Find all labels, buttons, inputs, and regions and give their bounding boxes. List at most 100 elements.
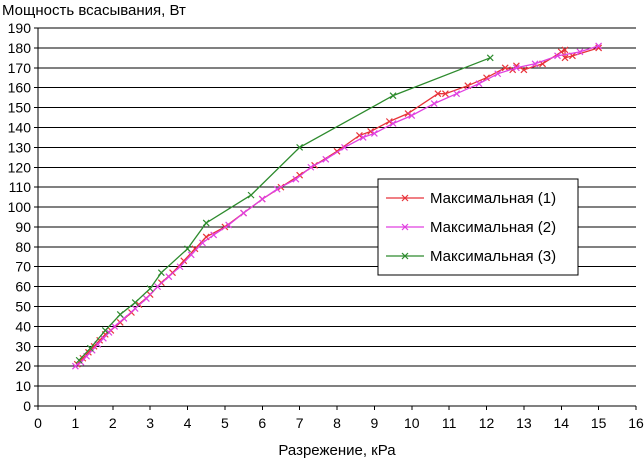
marker-stroke	[258, 195, 266, 203]
y-tick-label: 50	[15, 299, 31, 315]
data-point	[595, 42, 603, 50]
y-tick-label: 130	[8, 139, 32, 155]
x-tick-label: 9	[370, 415, 378, 431]
data-point	[176, 263, 184, 271]
data-point	[247, 191, 255, 199]
marker-stroke	[554, 52, 561, 60]
marker-stroke	[75, 356, 83, 364]
marker-stroke	[561, 46, 569, 54]
marker-stroke	[157, 269, 165, 277]
marker-stroke	[292, 175, 300, 183]
marker-stroke	[85, 348, 92, 356]
marker-stroke	[90, 342, 98, 350]
x-tick-label: 5	[221, 415, 229, 431]
y-tick-label: 120	[8, 159, 32, 175]
marker-stroke	[531, 60, 539, 68]
marker-stroke	[191, 245, 199, 253]
y-tick-label: 80	[15, 239, 31, 255]
data-point	[131, 299, 139, 306]
data-point	[116, 311, 124, 318]
marker-stroke	[86, 344, 94, 352]
data-point	[520, 66, 528, 74]
marker-stroke	[501, 64, 509, 72]
marker-stroke	[180, 257, 188, 265]
data-point	[146, 285, 154, 293]
marker-stroke	[105, 328, 113, 336]
marker-stroke	[486, 54, 494, 62]
data-point	[356, 132, 363, 139]
marker-stroke	[370, 130, 378, 137]
marker-stroke	[359, 133, 367, 141]
y-tick-label: 170	[8, 60, 32, 76]
marker-stroke	[273, 185, 281, 193]
y-tick-label: 160	[8, 80, 32, 96]
marker-stroke	[199, 239, 206, 247]
data-point	[131, 305, 139, 312]
data-point	[180, 257, 188, 265]
marker-stroke	[401, 223, 409, 231]
marker-stroke	[99, 334, 107, 342]
data-point	[389, 120, 397, 127]
y-tick-label: 140	[8, 119, 32, 135]
data-point	[184, 245, 191, 253]
marker-stroke	[441, 90, 449, 98]
marker-stroke	[430, 100, 438, 108]
data-point	[99, 334, 107, 342]
marker-stroke	[165, 273, 173, 281]
data-point	[441, 90, 449, 98]
y-tick-label: 0	[23, 398, 31, 414]
marker-stroke	[401, 252, 409, 260]
marker-stroke	[385, 118, 393, 125]
marker-stroke	[184, 245, 191, 253]
data-point	[307, 163, 315, 171]
data-point	[292, 175, 300, 183]
data-point	[240, 209, 247, 217]
data-point	[111, 322, 119, 330]
marker-stroke	[408, 112, 416, 119]
y-tick-label: 110	[9, 179, 32, 195]
x-tick-label: 2	[109, 415, 117, 431]
marker-stroke	[154, 283, 162, 291]
x-tick-label: 14	[553, 415, 569, 431]
y-axis-title: Мощность всасывания, Вт	[2, 2, 186, 19]
data-point	[187, 251, 195, 259]
y-tick-labels: 0 10 20 30 40 50 60 70 80 90 100 110 120 130 140 150 160…	[8, 20, 32, 414]
marker-stroke	[475, 80, 483, 88]
marker-stroke	[247, 191, 255, 199]
x-tick-label: 13	[516, 415, 532, 431]
marker-stroke	[464, 82, 472, 90]
y-tick-label: 70	[15, 259, 31, 275]
y-tick-label: 90	[15, 219, 31, 235]
marker-stroke	[569, 52, 576, 60]
marker-stroke	[520, 66, 528, 74]
marker-stroke	[595, 44, 603, 52]
data-point	[322, 155, 330, 163]
marker-stroke	[341, 143, 348, 151]
data-point	[165, 273, 173, 281]
y-tick-label: 190	[8, 20, 32, 36]
marker-stroke	[176, 263, 184, 271]
data-point	[453, 90, 461, 98]
marker-stroke	[512, 64, 520, 72]
marker-stroke	[576, 48, 584, 56]
data-point	[408, 112, 416, 119]
data-point	[101, 326, 109, 334]
data-point	[202, 219, 210, 227]
series-group	[71, 42, 603, 370]
data-point	[404, 110, 412, 117]
data-point	[512, 64, 520, 72]
marker-stroke	[367, 128, 375, 135]
data-point	[430, 100, 438, 108]
marker-stroke	[210, 231, 218, 239]
x-tick-labels: 0 1 2 3 4 5 6 7 8 9 10 11 12 13 14 15 16	[34, 415, 644, 431]
data-point	[79, 354, 87, 362]
data-point	[157, 269, 165, 277]
y-tick-label: 100	[8, 199, 32, 215]
marker-stroke	[453, 90, 461, 98]
data-point	[341, 143, 348, 151]
marker-stroke	[94, 340, 102, 348]
y-tick-label: 30	[15, 338, 31, 354]
marker-stroke	[389, 92, 397, 100]
marker-stroke	[561, 54, 569, 62]
